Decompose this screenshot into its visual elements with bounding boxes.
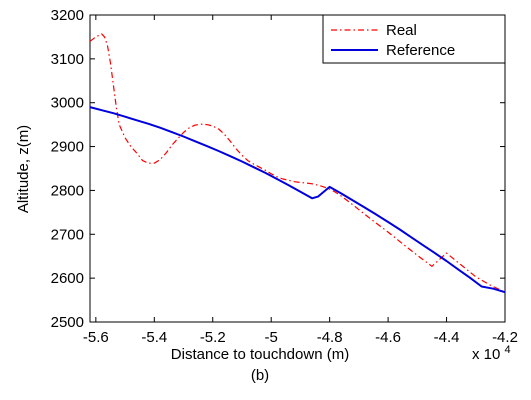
figure-caption: (b) [251, 367, 269, 384]
y-tick-label: 2700 [51, 226, 84, 243]
x-tick-label: -5.2 [200, 329, 226, 346]
y-tick-label: 2800 [51, 182, 84, 199]
legend: Real Reference [322, 14, 506, 64]
y-tick-label: 3000 [51, 95, 84, 112]
x-tick-label: -4.4 [434, 329, 460, 346]
y-tick-label: 3100 [51, 51, 84, 68]
x-axis-label: Distance to touchdown (m) [171, 346, 349, 363]
y-axis-ticks: 2500 2600 2700 2800 2900 3000 3100 3200 [51, 7, 505, 331]
x-axis-ticks: -5.6 -5.4 -5.2 -5 -4.8 -4.6 -4.4 -4.2 [83, 15, 518, 346]
y-tick-label: 2500 [51, 314, 84, 331]
x-tick-label: -5.4 [141, 329, 167, 346]
y-tick-label: 2600 [51, 270, 84, 287]
x-axis-multiplier: x 10 4 [472, 344, 511, 363]
x-axis-multiplier-base: x 10 [472, 346, 500, 363]
x-tick-label: -4.2 [492, 329, 518, 346]
x-tick-label: -5 [265, 329, 278, 346]
y-tick-label: 2900 [51, 139, 84, 156]
x-axis-multiplier-exponent: 4 [505, 344, 511, 356]
x-tick-label: -4.8 [317, 329, 343, 346]
y-axis-label: Altitude, z(m) [15, 125, 32, 213]
plot-frame [89, 14, 506, 323]
x-tick-label: -4.6 [375, 329, 401, 346]
series-line-reference [89, 106, 506, 294]
legend-label-real: Real [386, 22, 417, 39]
legend-label-reference: Reference [386, 42, 455, 59]
x-tick-label: -5.6 [83, 329, 109, 346]
series-group [89, 33, 506, 294]
series-line-real [89, 33, 506, 293]
legend-box [322, 14, 506, 64]
y-tick-label: 3200 [51, 7, 84, 24]
